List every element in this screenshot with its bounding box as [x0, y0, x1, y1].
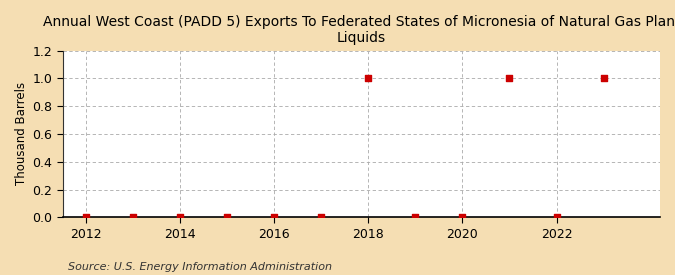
Y-axis label: Thousand Barrels: Thousand Barrels [15, 82, 28, 186]
Point [222, 215, 233, 219]
Text: Source: U.S. Energy Information Administration: Source: U.S. Energy Information Administ… [68, 262, 331, 272]
Point [269, 215, 279, 219]
Point [598, 76, 609, 81]
Title: Annual West Coast (PADD 5) Exports To Federated States of Micronesia of Natural : Annual West Coast (PADD 5) Exports To Fe… [43, 15, 675, 45]
Point [128, 215, 138, 219]
Point [316, 215, 327, 219]
Point [504, 76, 515, 81]
Point [81, 215, 92, 219]
Point [457, 215, 468, 219]
Point [175, 215, 186, 219]
Point [363, 76, 374, 81]
Point [410, 215, 421, 219]
Point [551, 215, 562, 219]
